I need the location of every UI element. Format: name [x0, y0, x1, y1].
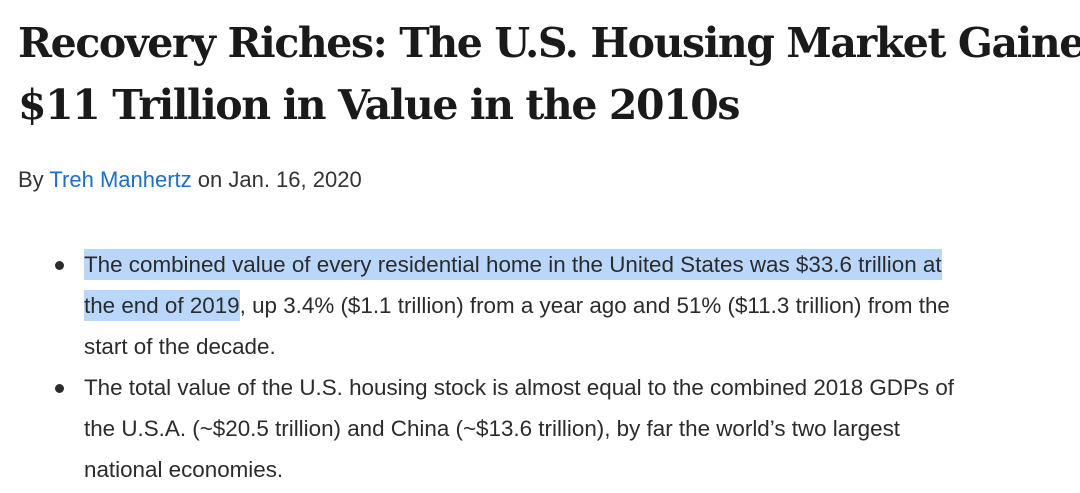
byline-prefix: By — [18, 167, 44, 192]
key-points-list: The combined value of every residential … — [0, 244, 1080, 490]
list-item: The combined value of every residential … — [0, 244, 1080, 367]
text-row: the end of 2019, up 3.4% ($1.1 trillion)… — [84, 285, 1064, 326]
text-row: The combined value of every residential … — [84, 244, 1064, 285]
byline: By Treh Manhertz on Jan. 16, 2020 — [18, 164, 362, 196]
text-segment: , up 3.4% ($1.1 trillion) from a year ag… — [239, 293, 950, 318]
selected-text: the end of 2019 — [84, 290, 240, 321]
list-item: The total value of the U.S. housing stoc… — [0, 367, 1080, 490]
text-row: The total value of the U.S. housing stoc… — [84, 375, 954, 400]
byline-date: on Jan. 16, 2020 — [197, 167, 362, 192]
list-item-text: The total value of the U.S. housing stoc… — [84, 367, 1064, 490]
bullet-dot-icon — [55, 384, 64, 393]
text-row: start of the decade. — [84, 334, 276, 359]
bullet-dot-icon — [55, 261, 64, 270]
article-title-line-2: $11 Trillion in Value in the 2010s — [18, 81, 740, 129]
text-row: the U.S.A. (~$20.5 trillion) and China (… — [84, 416, 901, 441]
article-title-line-1: Recovery Riches: The U.S. Housing Market… — [18, 19, 1080, 67]
selected-text: The combined value of every residential … — [84, 249, 942, 280]
article-title: Recovery Riches: The U.S. Housing Market… — [18, 12, 1080, 136]
list-item-text: The combined value of every residential … — [84, 244, 1064, 367]
text-row: national economies. — [84, 457, 284, 482]
author-link[interactable]: Treh Manhertz — [49, 167, 192, 192]
